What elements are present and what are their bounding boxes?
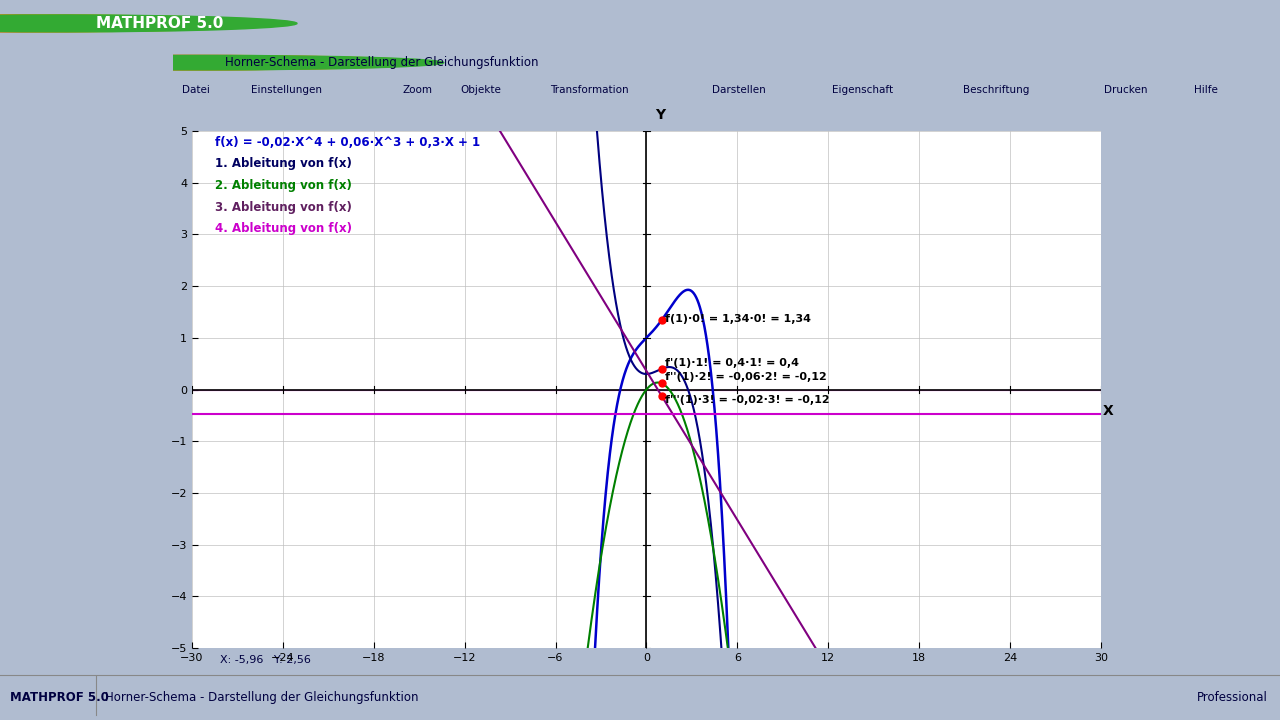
Text: X: X [1103, 404, 1114, 418]
Text: f'''(1)·3! = -0,02·3! = -0,12: f'''(1)·3! = -0,02·3! = -0,12 [666, 395, 829, 405]
Text: Professional: Professional [1197, 691, 1267, 704]
Text: Drucken: Drucken [1105, 86, 1148, 95]
Text: Zoom: Zoom [402, 86, 433, 95]
Circle shape [0, 55, 444, 70]
Text: MATHPROF 5.0: MATHPROF 5.0 [10, 691, 109, 704]
Text: f(1)·0! = 1,34·0! = 1,34: f(1)·0! = 1,34·0! = 1,34 [666, 315, 812, 324]
Circle shape [0, 15, 297, 32]
Text: Hilfe: Hilfe [1193, 86, 1217, 95]
Text: 2. Ableitung von f(x): 2. Ableitung von f(x) [215, 179, 352, 192]
Text: f''(1)·2! = -0,06·2! = -0,12: f''(1)·2! = -0,06·2! = -0,12 [666, 372, 827, 382]
Text: f(x) = -0,02·X^4 + 0,06·X^3 + 0,3·X + 1: f(x) = -0,02·X^4 + 0,06·X^3 + 0,3·X + 1 [215, 135, 480, 148]
Circle shape [0, 15, 253, 32]
Text: Einstellungen: Einstellungen [251, 86, 321, 95]
Circle shape [0, 55, 431, 70]
Text: f'(1)·1! = 0,4·1! = 0,4: f'(1)·1! = 0,4·1! = 0,4 [666, 358, 799, 368]
Text: Datei: Datei [182, 86, 210, 95]
Text: 3. Ableitung von f(x): 3. Ableitung von f(x) [215, 201, 352, 214]
Text: Eigenschaft: Eigenschaft [832, 86, 893, 95]
Text: Horner-Schema - Darstellung der Gleichungsfunktion: Horner-Schema - Darstellung der Gleichun… [224, 56, 538, 69]
Text: MATHPROF 5.0: MATHPROF 5.0 [96, 16, 224, 31]
Text: Objekte: Objekte [461, 86, 502, 95]
Text: Y: Y [655, 108, 664, 122]
Text: Transformation: Transformation [550, 86, 628, 95]
Text: X: -5,96   Y: 2,56: X: -5,96 Y: 2,56 [220, 654, 311, 665]
Text: 1. Ableitung von f(x): 1. Ableitung von f(x) [215, 157, 352, 170]
Text: 4. Ableitung von f(x): 4. Ableitung von f(x) [215, 222, 352, 235]
Circle shape [0, 55, 420, 70]
Text: Horner-Schema - Darstellung der Gleichungsfunktion: Horner-Schema - Darstellung der Gleichun… [105, 691, 419, 704]
Text: Darstellen: Darstellen [712, 86, 765, 95]
Circle shape [0, 15, 275, 32]
Text: Beschriftung: Beschriftung [963, 86, 1029, 95]
